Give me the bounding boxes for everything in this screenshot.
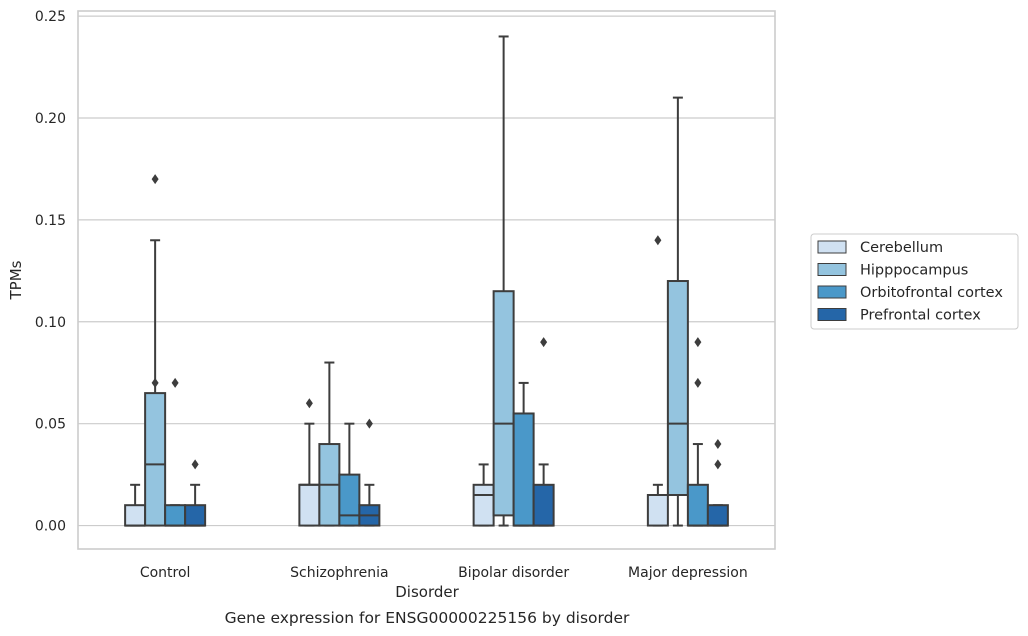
outlier-point bbox=[151, 377, 159, 388]
legend-frame bbox=[810, 233, 1019, 330]
box-rect bbox=[706, 504, 729, 527]
x-tick-label: Control bbox=[140, 565, 191, 581]
legend-label: Cerebellum bbox=[860, 240, 943, 256]
box-rect bbox=[686, 483, 709, 527]
legend-swatch bbox=[817, 308, 847, 321]
outlier-point bbox=[694, 337, 702, 348]
outlier-point bbox=[714, 439, 722, 450]
box-prefrontal-cortex-1 bbox=[358, 418, 381, 527]
box-rect bbox=[666, 280, 689, 496]
y-tick-label: 0.15 bbox=[35, 213, 66, 229]
legend-label: Prefrontal cortex bbox=[860, 308, 981, 324]
box-rect bbox=[532, 483, 555, 527]
box-cerebellum-0 bbox=[124, 483, 147, 527]
box-prefrontal-cortex-0 bbox=[184, 459, 207, 527]
y-tick-labels: 0.00 0.05 0.10 0.15 0.20 0.25 bbox=[35, 9, 66, 534]
y-axis-label: TPMs bbox=[7, 260, 25, 300]
box-rect bbox=[124, 504, 147, 527]
y-tick-label: 0.05 bbox=[35, 417, 66, 433]
outlier-point bbox=[540, 337, 548, 348]
box-rect bbox=[472, 483, 495, 527]
outlier-point bbox=[694, 377, 702, 388]
y-tick-label: 0.20 bbox=[35, 111, 66, 127]
box-hipppocampus-0 bbox=[144, 174, 167, 527]
box-orbitofrontal-cortex-3 bbox=[686, 337, 709, 527]
box-hipppocampus-1 bbox=[318, 361, 341, 527]
x-axis-label: Disorder bbox=[395, 583, 459, 601]
boxes bbox=[124, 35, 729, 527]
box-cerebellum-3 bbox=[646, 235, 669, 527]
outlier-point bbox=[365, 418, 373, 429]
box-rect bbox=[144, 392, 167, 527]
x-tick-labels: Control Schizophrenia Bipolar disorder Majo… bbox=[140, 565, 748, 581]
box-rect bbox=[646, 493, 669, 527]
box-orbitofrontal-cortex-2 bbox=[512, 381, 535, 527]
box-rect bbox=[298, 483, 321, 527]
outlier-point bbox=[654, 235, 662, 246]
x-tick-label: Schizophrenia bbox=[290, 565, 388, 581]
outlier-point bbox=[151, 174, 159, 185]
y-tick-label: 0.10 bbox=[35, 315, 66, 331]
outlier-point bbox=[191, 459, 199, 470]
y-tick-label: 0.00 bbox=[35, 519, 66, 535]
chart-caption: Gene expression for ENSG00000225156 by d… bbox=[225, 609, 630, 627]
box-orbitofrontal-cortex-1 bbox=[338, 422, 361, 527]
box-cerebellum-1 bbox=[298, 398, 321, 527]
x-tick-label: Bipolar disorder bbox=[458, 565, 569, 581]
outlier-point bbox=[305, 398, 313, 409]
x-tick-label: Major depression bbox=[628, 565, 748, 581]
legend-label: Orbitofrontal cortex bbox=[860, 285, 1003, 301]
y-tick-label: 0.25 bbox=[35, 9, 66, 25]
legend: Cerebellum Hipppocampus Orbitofrontal cort… bbox=[810, 233, 1019, 330]
box-rect bbox=[492, 290, 515, 517]
legend-swatch bbox=[817, 240, 847, 254]
legend-swatch bbox=[817, 263, 847, 276]
plot-frame bbox=[77, 10, 776, 550]
box-rect bbox=[184, 504, 207, 527]
box-rect bbox=[338, 473, 361, 527]
box-prefrontal-cortex-2 bbox=[532, 337, 555, 527]
box-cerebellum-2 bbox=[472, 463, 495, 527]
outlier-point bbox=[171, 377, 179, 388]
box-rect bbox=[164, 504, 187, 527]
box-orbitofrontal-cortex-0 bbox=[164, 377, 187, 527]
outlier-point bbox=[714, 459, 722, 470]
box-hipppocampus-3 bbox=[666, 96, 689, 527]
legend-swatch bbox=[817, 285, 847, 299]
box-hipppocampus-2 bbox=[492, 35, 515, 527]
legend-label: Hipppocampus bbox=[860, 263, 968, 279]
box-rect bbox=[512, 412, 535, 527]
box-prefrontal-cortex-3 bbox=[706, 439, 729, 527]
